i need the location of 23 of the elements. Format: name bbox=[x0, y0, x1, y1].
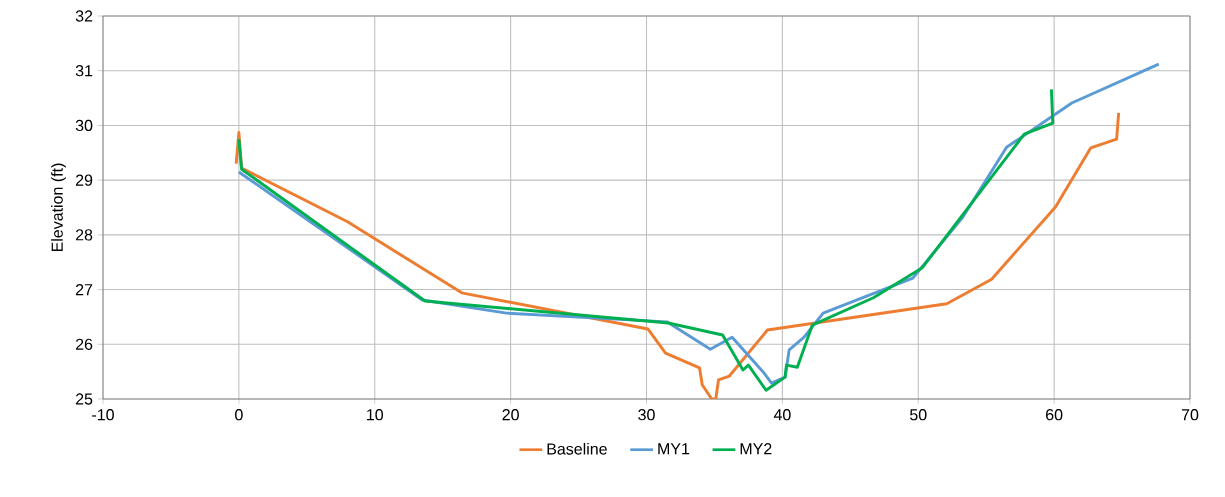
x-tick-label: 10 bbox=[367, 409, 384, 421]
x-tick-label: 40 bbox=[773, 409, 791, 421]
y-tick-label: 31 bbox=[75, 65, 93, 77]
x-tick-label: 60 bbox=[1046, 409, 1063, 421]
y-tick-label: 25 bbox=[75, 393, 93, 405]
x-tick-label: 50 bbox=[910, 409, 927, 421]
legend-label: MY2 bbox=[740, 443, 772, 455]
legend-label: MY1 bbox=[658, 443, 690, 455]
y-tick-label: 27 bbox=[75, 283, 93, 296]
legend-label: Baseline bbox=[547, 442, 607, 455]
line-series bbox=[234, 111, 1121, 399]
y-axis-title: Elevation (ft) bbox=[51, 163, 66, 252]
line-series bbox=[237, 87, 1055, 392]
x-tick-label: -10 bbox=[92, 409, 114, 421]
y-tick-label: 26 bbox=[75, 338, 93, 350]
x-tick-label: 70 bbox=[1181, 409, 1199, 421]
y-tick-label: 32 bbox=[75, 10, 93, 22]
y-tick-label: 30 bbox=[75, 119, 93, 132]
x-tick-label: 20 bbox=[502, 409, 519, 421]
x-tick-label: 0 bbox=[235, 409, 243, 421]
y-tick-label: 28 bbox=[75, 229, 93, 241]
x-tick-label: 30 bbox=[638, 409, 655, 421]
y-tick-label: 29 bbox=[75, 174, 93, 186]
